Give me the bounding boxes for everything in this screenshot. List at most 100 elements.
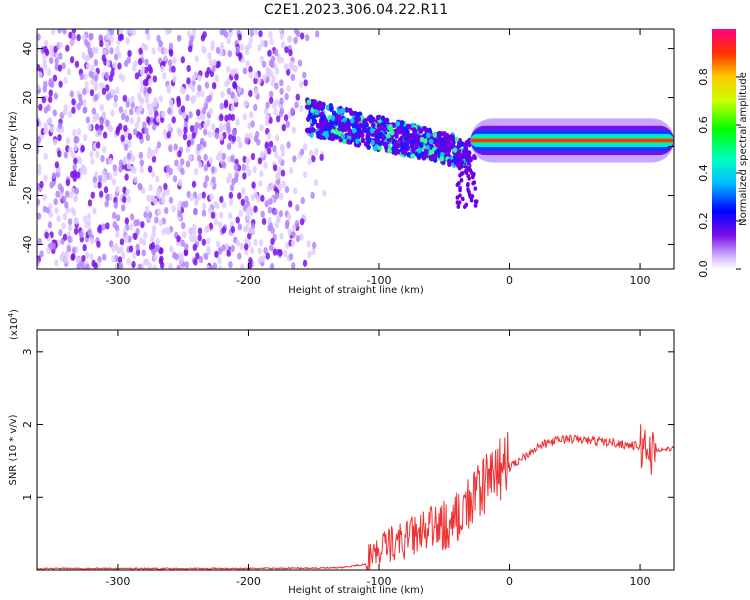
top-x-axis-label: Height of straight line (km) — [288, 285, 424, 296]
heatmap-band-cell — [418, 142, 424, 149]
heatmap-noise-cell — [63, 151, 69, 159]
heatmap-noise-cell — [260, 194, 265, 202]
heatmap-noise-cell — [203, 164, 208, 172]
heatmap-noise-cell — [230, 91, 235, 99]
heatmap-noise-cell — [99, 82, 104, 90]
heatmap-noise-cell — [66, 245, 71, 253]
heatmap-noise-cell — [313, 179, 319, 187]
heatmap-noise-cell — [101, 170, 106, 178]
heatmap-noise-cell — [88, 33, 94, 41]
heatmap-band-cell — [448, 144, 454, 150]
heatmap-noise-cell — [257, 157, 263, 165]
heatmap-noise-cell — [134, 72, 140, 80]
heatmap-noise-cell — [201, 209, 207, 217]
heatmap-noise-cell — [181, 221, 186, 230]
heatmap-noise-cell — [39, 180, 44, 189]
heatmap-noise-cell — [117, 51, 122, 59]
heatmap-noise-cell — [93, 262, 98, 269]
heatmap-noise-cell — [214, 74, 220, 83]
heatmap-noise-cell — [307, 157, 312, 166]
heatmap-noise-cell — [130, 154, 136, 163]
heatmap-noise-cell — [291, 262, 296, 269]
heatmap-noise-cell — [237, 223, 243, 231]
heatmap-noise-cell — [177, 200, 183, 208]
heatmap-noise-cell — [172, 56, 177, 64]
heatmap-noise-cell — [212, 262, 218, 269]
bottom-y-axis-label: SNR (10 * v/v) — [8, 414, 19, 485]
heatmap-noise-cell — [180, 158, 185, 166]
heatmap-noise-cell — [292, 187, 298, 195]
heatmap-noise-cell — [102, 131, 108, 139]
heatmap-noise-cell — [138, 95, 143, 103]
heatmap-noise-cell — [65, 137, 71, 145]
heatmap-noise-cell — [141, 238, 147, 247]
heatmap-noise-cell — [196, 143, 201, 151]
heatmap-noise-cell — [250, 152, 256, 161]
heatmap-noise-cell — [66, 68, 72, 76]
heatmap-noise-cell — [197, 161, 203, 169]
heatmap-noise-cell — [250, 120, 255, 128]
heatmap-noise-cell — [37, 198, 41, 206]
heatmap-noise-cell — [245, 208, 250, 216]
heatmap-band-cell — [450, 137, 456, 143]
heatmap-noise-cell — [245, 60, 250, 68]
heatmap-noise-cell — [228, 29, 233, 33]
heatmap-noise-cell — [228, 260, 233, 269]
heatmap-noise-cell — [286, 141, 291, 149]
heatmap-band-cell — [436, 130, 442, 137]
heatmap-noise-cell — [166, 228, 171, 236]
heatmap-band-cell — [382, 126, 387, 132]
heatmap-noise-cell — [196, 90, 201, 98]
heatmap-band-cell — [386, 137, 392, 143]
heatmap-noise-cell — [230, 104, 236, 112]
heatmap-band-cell — [360, 137, 366, 144]
heatmap-noise-cell — [192, 243, 197, 252]
heatmap-band-cell — [410, 153, 415, 159]
heatmap-noise-cell — [230, 155, 235, 163]
heatmap-noise-cell — [93, 181, 98, 189]
heatmap-noise-cell — [76, 128, 82, 136]
heatmap-noise-cell — [115, 86, 120, 94]
heatmap-noise-cell — [206, 237, 211, 245]
y-scale-close: ) — [9, 309, 20, 313]
heatmap-noise-cell — [92, 115, 97, 123]
heatmap-noise-cell — [117, 34, 123, 42]
heatmap-noise-cell — [94, 123, 100, 131]
heatmap-noise-cell — [217, 221, 223, 229]
heatmap-noise-cell — [180, 239, 185, 247]
heatmap-noise-cell — [269, 244, 274, 252]
heatmap-tail-cell — [469, 156, 474, 162]
heatmap-noise-cell — [284, 186, 290, 194]
heatmap-noise-cell — [57, 64, 63, 72]
heatmap-noise-cell — [126, 56, 131, 64]
heatmap-noise-cell — [233, 96, 238, 104]
heatmap-noise-cell — [142, 231, 148, 239]
bottom-xtick-label: -300 — [105, 575, 130, 588]
heatmap-noise-cell — [272, 164, 278, 172]
heatmap-noise-cell — [114, 224, 120, 232]
heatmap-band-cell — [414, 133, 420, 140]
heatmap-noise-cell — [79, 72, 84, 81]
heatmap-noise-cell — [177, 150, 182, 158]
heatmap-band-cell — [333, 120, 339, 126]
heatmap-noise-cell — [65, 44, 70, 52]
heatmap-noise-cell — [128, 29, 133, 34]
heatmap-noise-cell — [279, 32, 285, 40]
heatmap-noise-cell — [68, 31, 73, 39]
heatmap-noise-cell — [310, 191, 315, 200]
heatmap-noise-cell — [84, 251, 90, 259]
heatmap-noise-cell — [48, 89, 53, 97]
bottom-xtick-label: 100 — [630, 575, 651, 588]
heatmap-band-cell — [312, 104, 318, 110]
heatmap-noise-cell — [70, 187, 76, 195]
heatmap-noise-cell — [184, 261, 189, 269]
heatmap-noise-cell — [57, 29, 62, 34]
heatmap-noise-cell — [248, 257, 253, 265]
heatmap-noise-cell — [226, 126, 231, 134]
heatmap-noise-cell — [248, 36, 254, 44]
heatmap-noise-cell — [146, 103, 152, 111]
heatmap-noise-cell — [293, 36, 298, 45]
heatmap-noise-cell — [182, 133, 188, 141]
heatmap-noise-cell — [269, 262, 275, 269]
heatmap-noise-cell — [90, 157, 95, 165]
